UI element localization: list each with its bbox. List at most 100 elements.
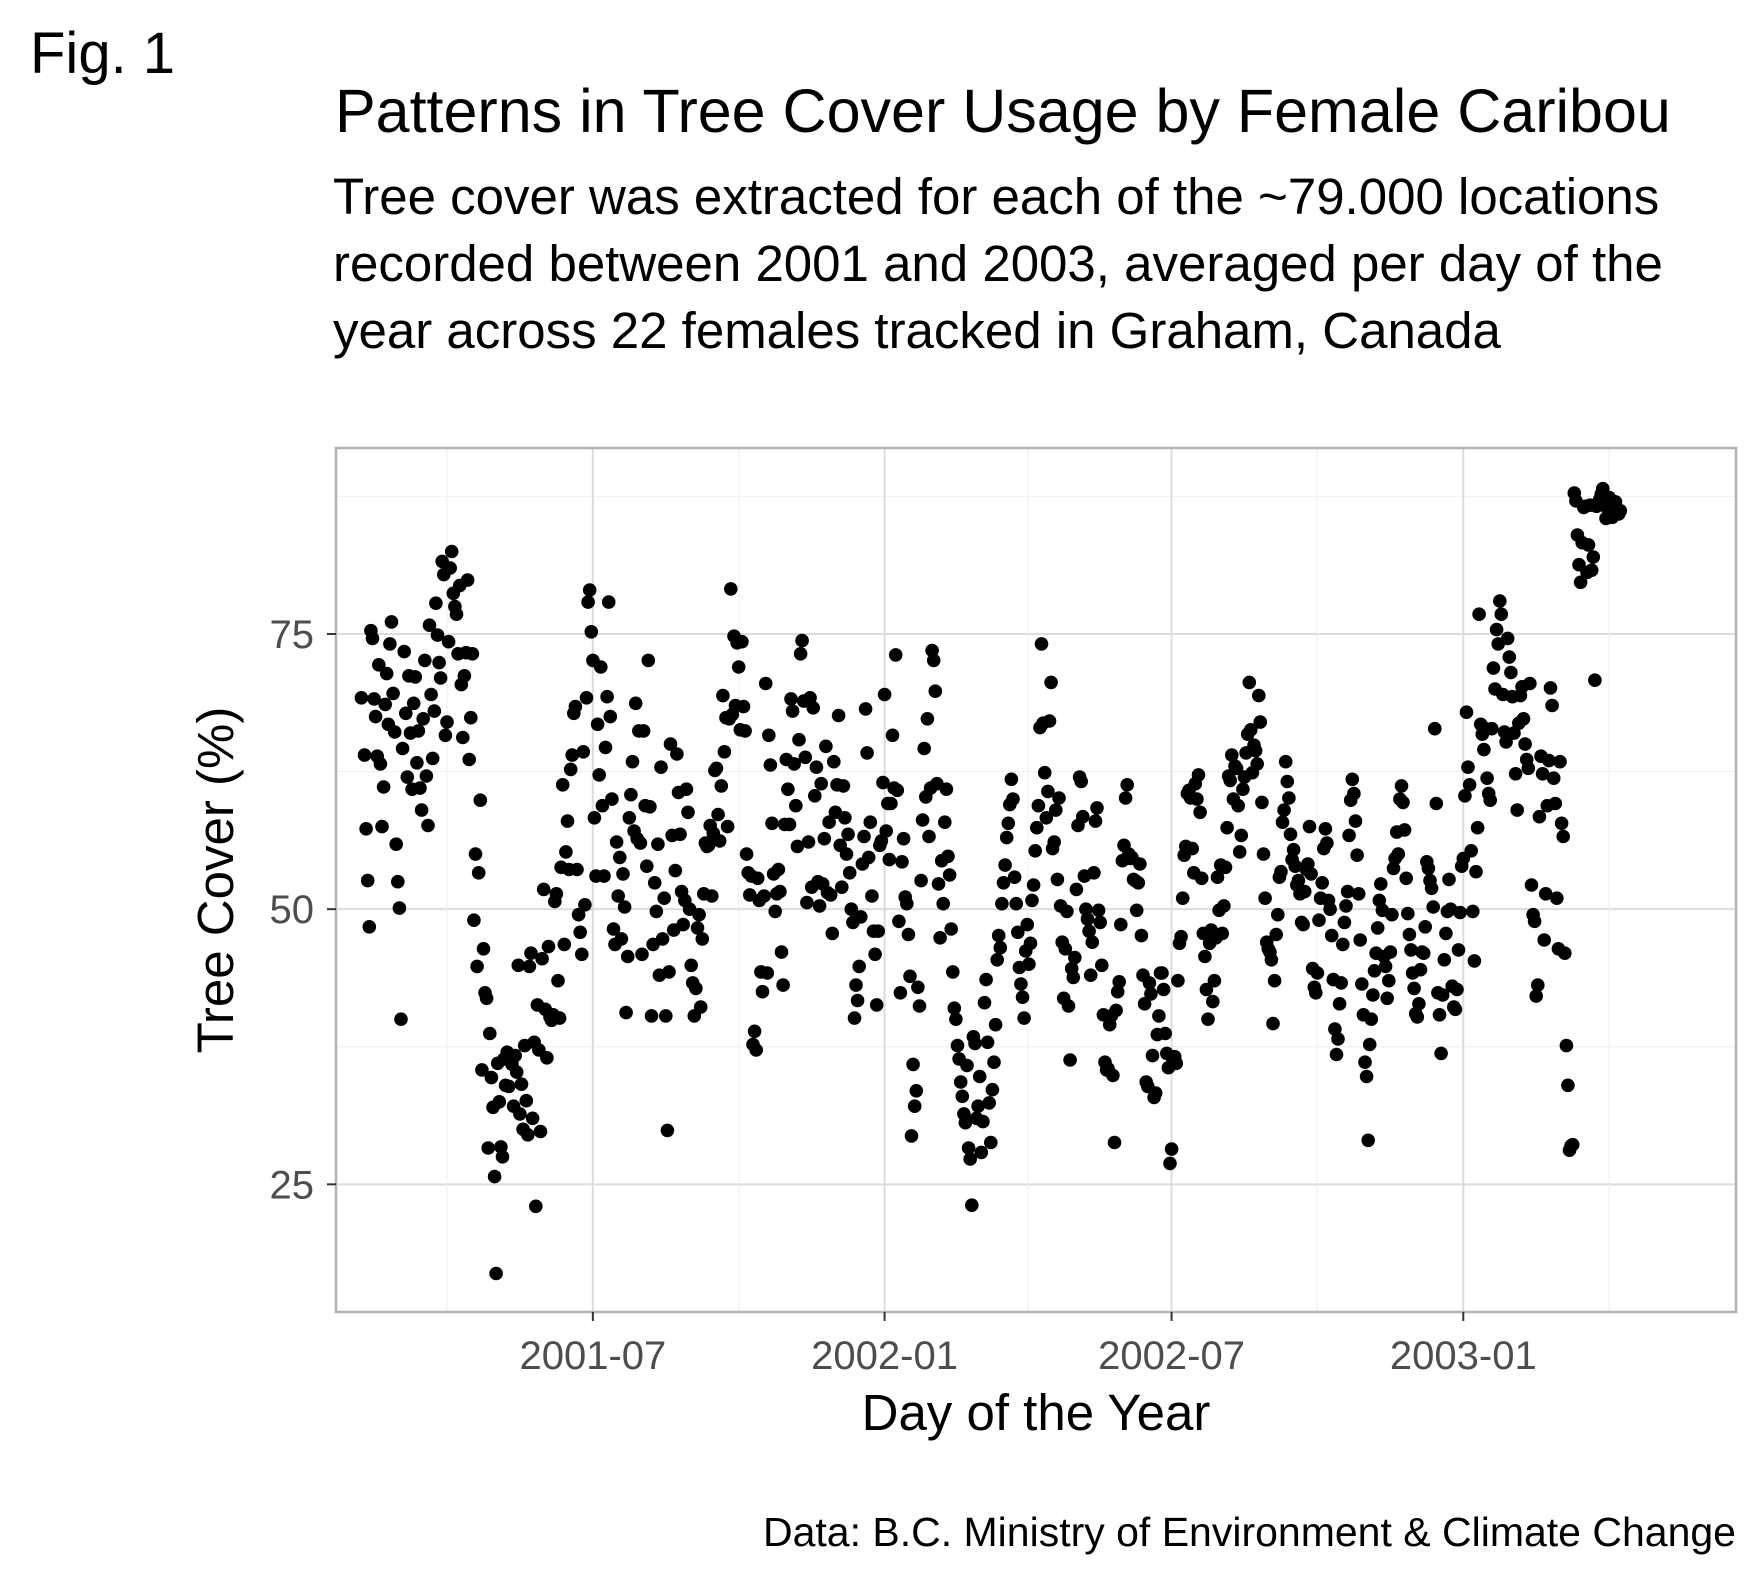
data-point: [1404, 943, 1418, 957]
chart-caption: Data: B.C. Ministry of Environment & Cli…: [763, 1509, 1736, 1555]
data-point: [800, 895, 814, 910]
data-point: [471, 866, 486, 880]
data-point: [557, 937, 572, 952]
data-point: [408, 670, 423, 684]
data-point: [681, 805, 695, 820]
data-point: [1134, 928, 1149, 943]
data-point: [1229, 761, 1244, 776]
data-point: [1380, 991, 1394, 1006]
data-point: [701, 838, 716, 853]
data-point: [738, 724, 752, 738]
data-point: [739, 847, 754, 861]
data-point: [1516, 712, 1531, 726]
data-point: [1545, 698, 1559, 713]
data-point: [909, 1084, 924, 1098]
data-point: [387, 725, 402, 739]
data-point: [584, 625, 599, 639]
data-point: [1210, 870, 1225, 884]
data-point: [1429, 796, 1444, 811]
data-point: [692, 907, 706, 922]
data-point: [643, 800, 657, 814]
data-point: [456, 730, 470, 745]
data-point: [438, 728, 453, 743]
data-point: [1068, 950, 1082, 965]
data-point: [1394, 779, 1409, 793]
data-point: [1329, 1047, 1344, 1062]
data-points: [354, 481, 1628, 1281]
data-point: [942, 868, 957, 882]
data-point: [947, 1001, 962, 1015]
data-point: [831, 708, 846, 723]
data-point: [825, 926, 840, 941]
data-point: [406, 696, 421, 711]
data-point: [1074, 774, 1088, 789]
data-point: [1015, 990, 1030, 1004]
x-tick-label: 2002-07: [1098, 1334, 1245, 1378]
data-point: [716, 688, 730, 703]
data-point: [809, 760, 824, 774]
data-point: [979, 972, 993, 987]
data-point: [628, 696, 643, 711]
data-point: [1269, 927, 1283, 942]
data-point: [763, 758, 778, 772]
data-point: [1271, 907, 1285, 922]
data-point: [421, 818, 435, 833]
data-point: [890, 783, 905, 798]
x-axis: 2001-07 2002-01 2002-07 2003-01: [519, 1312, 1537, 1378]
data-point: [965, 1198, 979, 1212]
data-point: [1164, 1142, 1179, 1156]
data-point: [1518, 737, 1532, 751]
data-point: [836, 779, 851, 793]
data-point: [468, 847, 483, 861]
data-point: [988, 1017, 1003, 1032]
data-point: [522, 959, 537, 974]
data-point: [1297, 884, 1312, 899]
data-point: [613, 850, 627, 865]
data-point: [850, 993, 865, 1008]
data-point: [1543, 681, 1558, 695]
data-point: [1129, 903, 1144, 918]
data-point: [1291, 873, 1306, 888]
data-point: [984, 1135, 998, 1150]
data-point: [801, 835, 816, 849]
data-point: [563, 762, 578, 777]
data-point: [1401, 906, 1415, 921]
data-point: [605, 792, 619, 806]
data-point: [1332, 997, 1347, 1011]
data-point: [1453, 905, 1467, 920]
data-point: [483, 1026, 497, 1041]
data-point: [823, 888, 838, 902]
data-point: [904, 1129, 919, 1143]
y-tick-label: 25: [270, 1163, 315, 1207]
data-point: [1466, 904, 1480, 919]
y-axis: 25 50 75: [270, 613, 336, 1207]
data-point: [888, 648, 903, 662]
data-point: [755, 984, 770, 999]
data-point: [1489, 622, 1504, 637]
data-point: [619, 1005, 633, 1020]
data-point: [1485, 721, 1499, 736]
data-point: [1217, 899, 1231, 913]
data-point: [1493, 594, 1507, 608]
data-point: [789, 798, 803, 813]
data-point: [1532, 809, 1547, 824]
data-point: [690, 921, 705, 935]
data-point: [1022, 957, 1036, 971]
data-point: [1083, 968, 1098, 982]
data-point: [659, 1009, 673, 1023]
data-point: [955, 1089, 970, 1104]
data-point: [1267, 973, 1282, 988]
data-point: [395, 741, 410, 756]
data-point: [950, 1038, 965, 1053]
data-point: [991, 928, 1006, 943]
data-point: [1342, 828, 1356, 843]
data-point: [762, 728, 776, 743]
data-point: [712, 834, 727, 848]
data-point: [410, 756, 424, 770]
data-point: [1001, 816, 1016, 831]
data-point: [1396, 795, 1410, 810]
data-point: [1148, 1086, 1163, 1100]
data-point: [1106, 1068, 1120, 1083]
data-point: [1339, 899, 1353, 913]
data-point: [640, 859, 654, 873]
